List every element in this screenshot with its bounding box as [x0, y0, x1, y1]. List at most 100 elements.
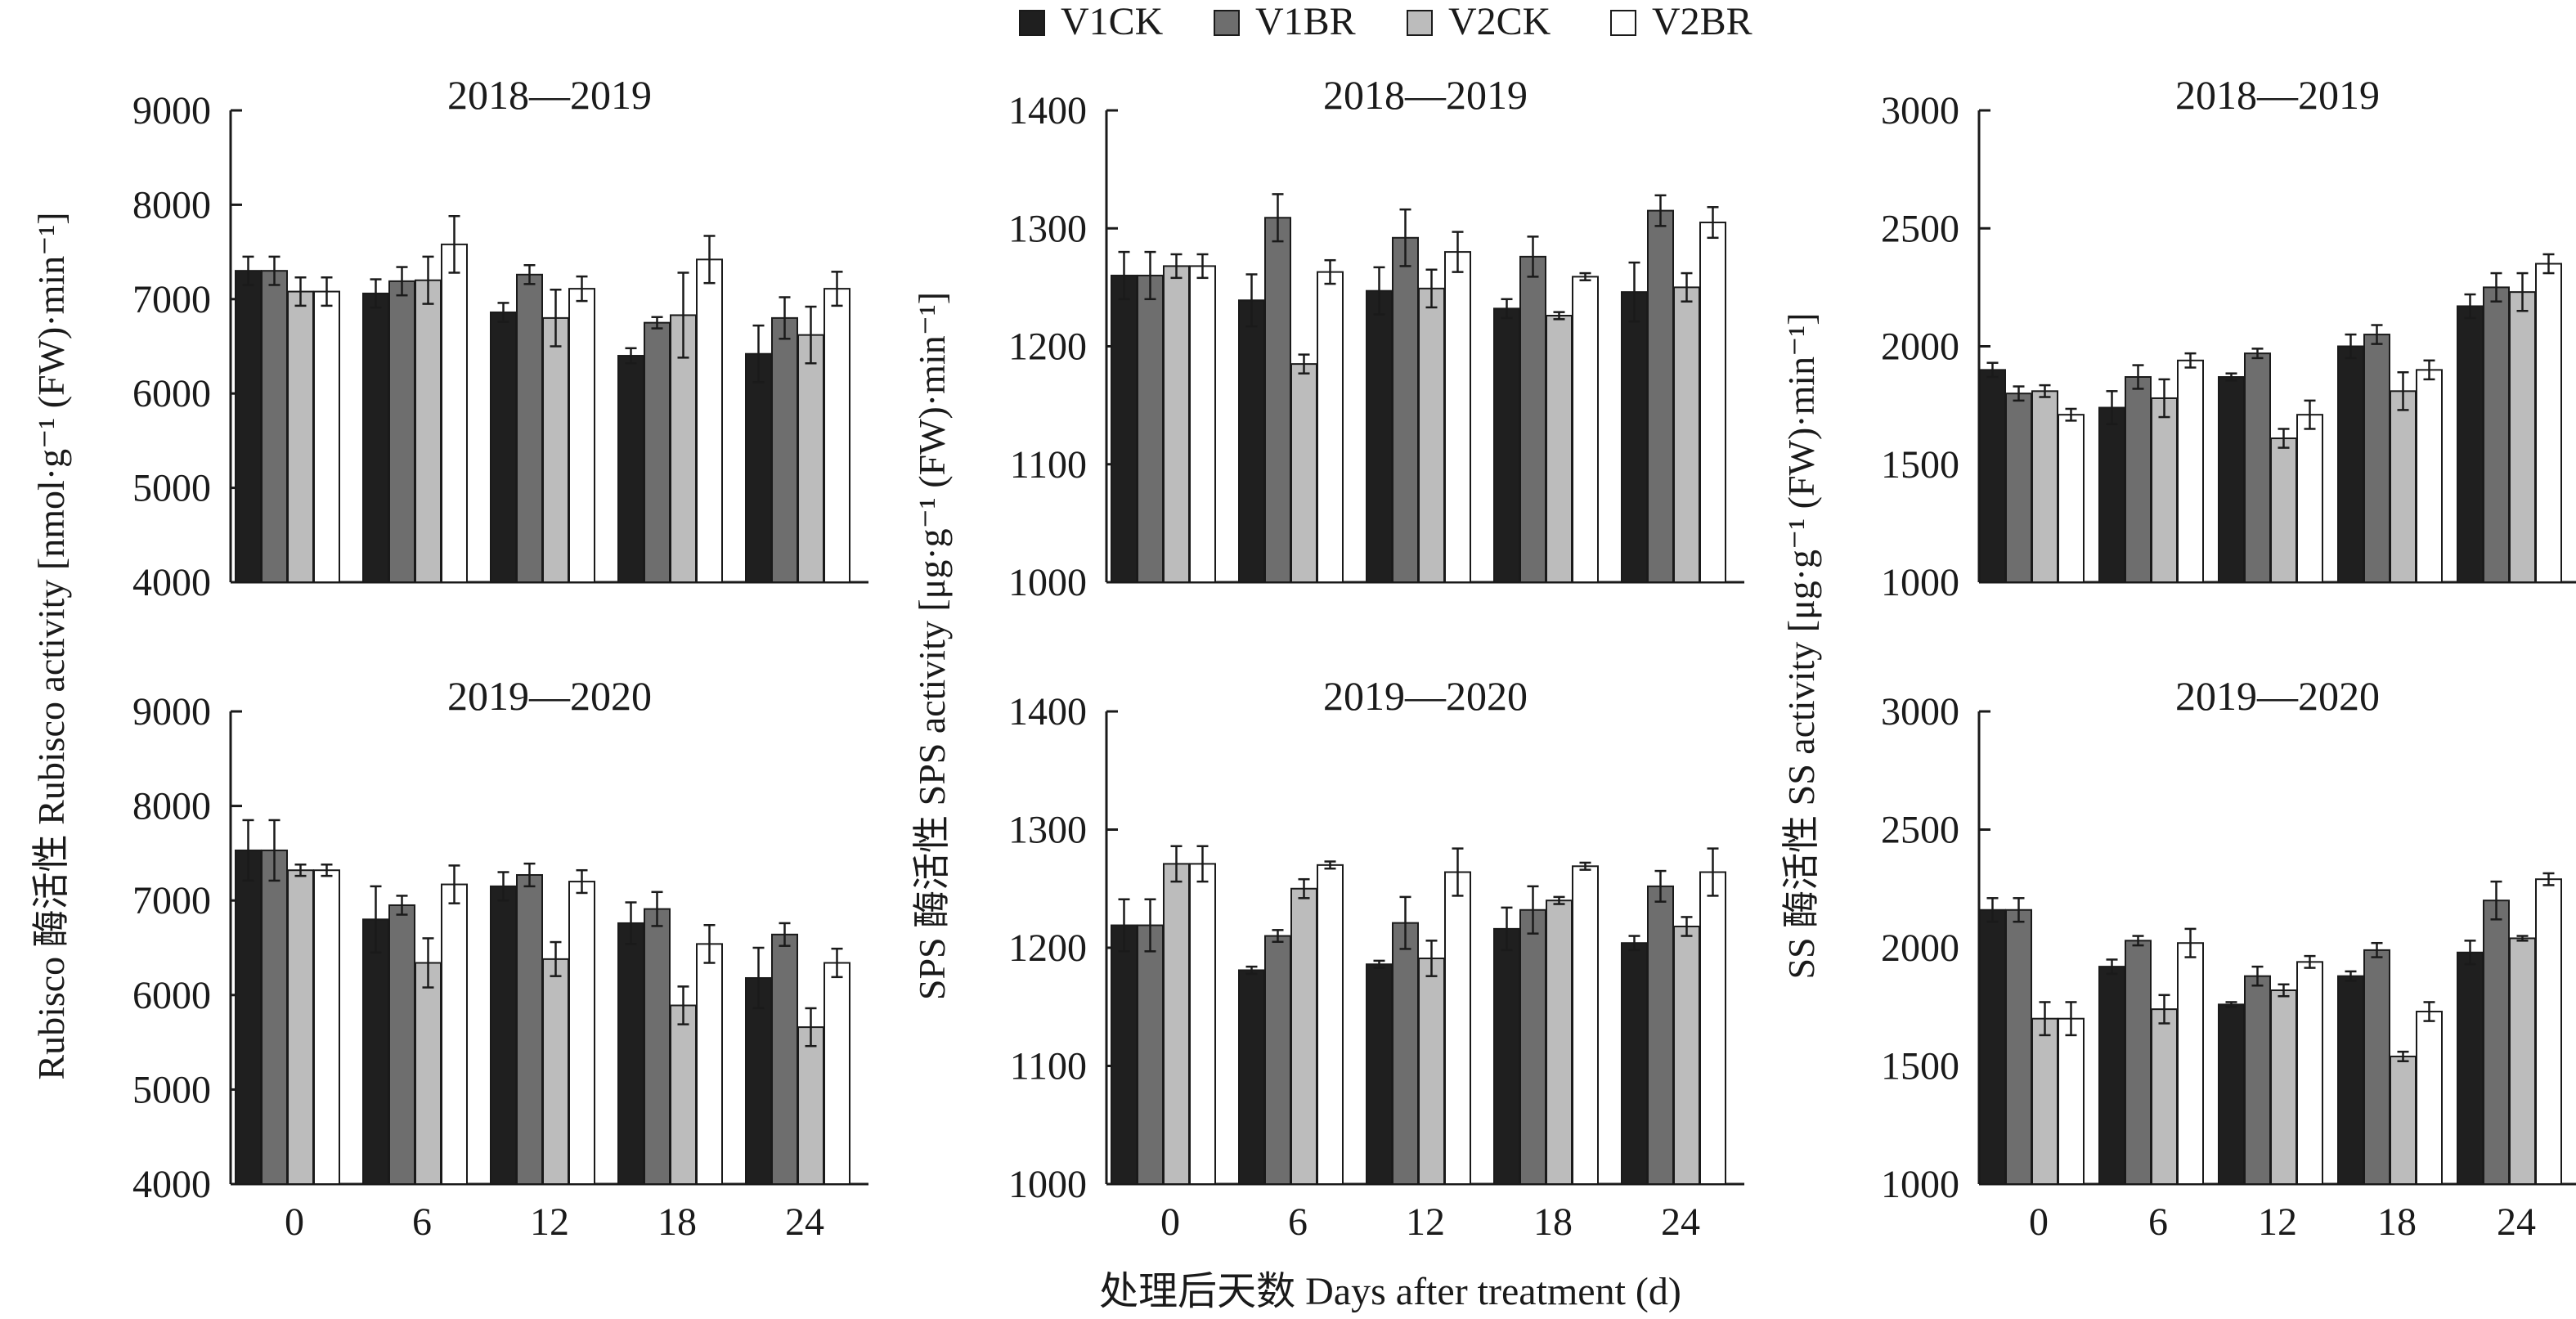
panel-title-rubisco-top: 2018—2019 [447, 72, 652, 118]
bar-v2ck-6 [1290, 363, 1317, 583]
x-tick-label: 24 [2497, 1200, 2536, 1244]
bar-v2br-18 [1572, 276, 1599, 583]
y-tick-label: 1500 [1881, 443, 1959, 487]
error-bar-v2br-24 [1707, 206, 1719, 240]
bar-v1br-24 [2483, 286, 2510, 583]
y-tick-label: 8000 [132, 785, 211, 828]
error-bar-v2ck-6 [2158, 994, 2170, 1025]
y-tick-label: 1000 [1008, 561, 1087, 604]
y-tick-label: 1400 [1008, 89, 1087, 132]
bar-v1br-18 [1519, 255, 1546, 583]
bar-v2br-0 [313, 290, 340, 583]
bar-v2br-18 [2416, 369, 2443, 583]
bar-v2br-6 [441, 883, 468, 1185]
error-bar-v2ck-6 [1298, 877, 1310, 900]
error-bar-v2ck-12 [550, 289, 562, 348]
x-tick-label: 6 [412, 1200, 432, 1244]
error-bar-v2ck-18 [2397, 370, 2409, 411]
error-bar-v2ck-12 [550, 940, 562, 977]
error-bar-v2br-18 [703, 924, 716, 964]
error-bar-v1ck-12 [1373, 959, 1385, 969]
y-axis-label-ss: SS 酶活性 SS activity [μg·g⁻¹ (FW)·min⁻¹] [1780, 312, 1822, 979]
bar-v1br-0 [2005, 393, 2032, 584]
bar-v2ck-6 [415, 962, 442, 1185]
error-bar-v2ck-18 [1553, 311, 1565, 321]
bar-v2br-24 [2535, 878, 2562, 1185]
error-bar-v1ck-12 [1373, 266, 1385, 316]
error-bar-v2br-12 [2304, 954, 2316, 969]
x-tick-label: 6 [1288, 1200, 1308, 1244]
bar-v2br-18 [696, 258, 723, 583]
bar-v2ck-24 [797, 1026, 824, 1185]
bar-v2ck-6 [1290, 887, 1317, 1185]
error-bar-v1br-12 [2251, 965, 2264, 987]
error-bar-v1br-6 [396, 895, 408, 916]
bar-v2ck-18 [2390, 1055, 2417, 1185]
error-bar-v2br-6 [448, 864, 460, 904]
legend-swatch-v1br [1214, 10, 1240, 36]
panel-title-sps-top: 2018—2019 [1323, 72, 1528, 118]
legend-entry-v2br: V2BR [1610, 0, 1752, 43]
error-bar-v1ck-6 [1245, 965, 1258, 976]
bar-v1ck-6 [2098, 406, 2125, 584]
bar-v2ck-12 [2270, 437, 2297, 584]
bar-v2br-0 [1189, 265, 1216, 583]
y-tick-label: 1100 [1010, 1045, 1087, 1088]
error-bar-v1ck-18 [1501, 906, 1513, 952]
bar-v2br-12 [2296, 414, 2323, 584]
error-bar-v1br-6 [2132, 364, 2144, 390]
bar-v1ck-0 [235, 849, 262, 1185]
y-tick-label: 7000 [132, 879, 211, 922]
error-bar-v2br-18 [1579, 271, 1591, 281]
y-tick-label: 6000 [132, 372, 211, 415]
bar-v2br-0 [313, 869, 340, 1185]
panel-sps-bottom: 2019—2020 1000 1100 1200 1300 1400 0 6 12 18 24 [1008, 673, 1744, 1244]
error-bar-v2br-0 [321, 276, 333, 307]
error-bar-v2ck-24 [1681, 916, 1693, 937]
y-tick-label: 5000 [132, 467, 211, 510]
bar-v1ck-6 [1238, 299, 1265, 583]
panel-ss-top: 2018—2019 1000 1500 2000 2500 3000 [1881, 72, 2576, 604]
panel-title-ss-bottom: 2019—2020 [2175, 673, 2380, 719]
bar-v1ck-0 [1979, 369, 2006, 583]
y-tick-label: 1300 [1008, 809, 1087, 852]
bar-v1ck-12 [2218, 376, 2245, 583]
error-bar-v2ck-0 [1170, 845, 1183, 883]
y-tick-label: 4000 [132, 561, 211, 604]
error-bar-v2ck-0 [2039, 384, 2051, 398]
bar-v2br-12 [1444, 251, 1471, 583]
error-bar-v2br-6 [448, 214, 460, 274]
bar-v2ck-0 [287, 869, 314, 1185]
error-bar-v2ck-18 [2397, 1050, 2409, 1062]
error-bar-v1br-12 [523, 862, 536, 888]
legend: V1CK V1BR V2CK V2BR [1019, 0, 1752, 43]
y-tick-label: 1500 [1881, 1045, 1959, 1088]
y-tick-label: 2000 [1881, 926, 1959, 970]
error-bar-v1br-18 [2371, 324, 2383, 345]
error-bar-v1ck-0 [242, 819, 254, 882]
error-bar-v1ck-6 [370, 278, 382, 309]
bar-v2br-18 [1572, 865, 1599, 1186]
bar-v1ck-18 [617, 355, 644, 583]
bar-v1br-18 [644, 321, 671, 583]
bar-v2ck-24 [1673, 286, 1700, 583]
error-bar-v1ck-0 [1986, 897, 1999, 923]
error-bar-v1ck-18 [625, 901, 637, 945]
bar-v1ck-18 [1493, 307, 1520, 583]
error-bar-v1ck-12 [497, 871, 509, 902]
error-bar-v1ck-6 [1245, 273, 1258, 328]
error-bar-v2br-0 [2065, 1001, 2077, 1037]
error-bar-v2br-24 [831, 271, 843, 307]
bar-v2br-24 [1699, 222, 1726, 583]
error-bar-v2br-12 [1452, 231, 1464, 273]
error-bar-v1br-0 [268, 819, 280, 882]
error-bar-v2ck-0 [294, 276, 307, 307]
bar-v2br-6 [441, 243, 468, 583]
bar-v2ck-6 [2151, 1008, 2178, 1186]
bar-v2br-6 [1317, 864, 1344, 1185]
y-tick-label: 4000 [132, 1163, 211, 1206]
bar-v2ck-24 [2509, 937, 2536, 1185]
bar-v1br-18 [2363, 949, 2390, 1185]
y-tick-label: 3000 [1881, 89, 1959, 132]
